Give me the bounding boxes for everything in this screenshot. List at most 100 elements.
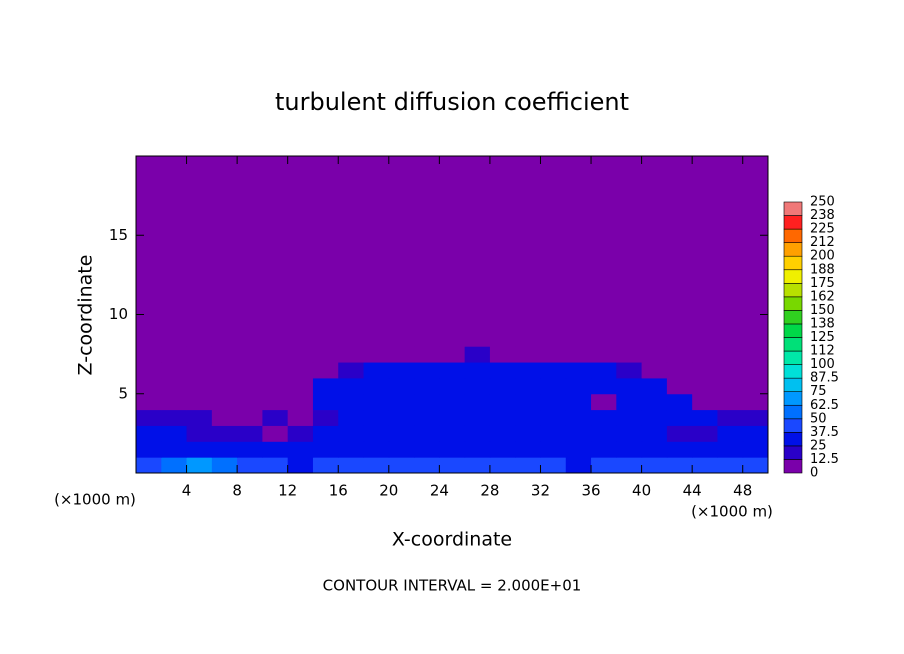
cell	[515, 156, 541, 347]
cell	[439, 457, 466, 474]
colorbar-swatch	[783, 432, 803, 447]
cell	[161, 441, 188, 458]
colorbar-label: 37.5	[810, 425, 839, 440]
x-tick-label: 8	[232, 482, 242, 500]
cell	[464, 377, 491, 395]
colorbar-swatch	[783, 391, 803, 406]
cell	[262, 156, 289, 347]
cell	[262, 346, 289, 363]
cell	[666, 377, 693, 395]
cell	[161, 425, 188, 442]
cell	[363, 393, 390, 411]
cell	[211, 346, 238, 363]
cell	[186, 377, 213, 395]
cell	[161, 393, 188, 411]
cell	[540, 441, 567, 458]
cell	[666, 425, 693, 442]
cell	[338, 409, 365, 426]
colorbar-swatch	[783, 377, 803, 392]
colorbar-label: 0	[810, 466, 818, 481]
colorbar-label: 125	[810, 330, 835, 345]
colorbar-swatch	[783, 418, 803, 433]
cell	[540, 346, 567, 363]
cell	[312, 409, 339, 426]
cell	[489, 393, 516, 411]
x-tick-label: 48	[733, 482, 752, 500]
cell	[540, 409, 567, 426]
cell	[666, 346, 693, 363]
cell	[161, 409, 188, 426]
cell	[515, 441, 541, 458]
cell	[414, 393, 440, 411]
cell	[717, 377, 744, 395]
cell	[186, 425, 213, 442]
cell	[186, 457, 213, 474]
cell	[439, 156, 466, 347]
cell	[312, 393, 339, 411]
cell	[312, 425, 339, 442]
cell	[641, 425, 668, 442]
cell	[161, 362, 188, 379]
cell	[262, 425, 289, 442]
cell	[388, 425, 415, 442]
cell	[692, 156, 718, 347]
cell	[262, 362, 289, 379]
cell	[439, 362, 466, 379]
cell	[717, 425, 744, 442]
cell	[363, 346, 390, 363]
cell	[363, 156, 390, 347]
cell	[742, 409, 769, 426]
cell	[262, 409, 289, 426]
cell	[439, 409, 466, 426]
cell	[312, 377, 339, 395]
cell	[414, 441, 440, 458]
cell	[515, 457, 541, 474]
cell	[338, 393, 365, 411]
cell	[414, 457, 440, 474]
cell	[237, 409, 263, 426]
cell	[540, 377, 567, 395]
cell	[565, 346, 592, 363]
colorbar-swatch	[783, 310, 803, 325]
cell	[211, 156, 238, 347]
cell	[591, 377, 617, 395]
cell	[692, 346, 718, 363]
cell	[237, 393, 263, 411]
cell	[312, 457, 339, 474]
cell	[565, 457, 592, 474]
cell	[388, 377, 415, 395]
chart-title: turbulent diffusion coefficient	[275, 88, 629, 116]
colorbar-label: 250	[810, 195, 835, 210]
cell	[540, 393, 567, 411]
cell	[464, 362, 491, 379]
colorbar-label: 12.5	[810, 452, 839, 467]
cell	[338, 346, 365, 363]
cell	[136, 457, 162, 474]
colorbar-label: 25	[810, 438, 827, 453]
annotation: CONTOUR INTERVAL = 2.000E+01	[323, 577, 582, 595]
cell	[388, 441, 415, 458]
cell	[439, 425, 466, 442]
cell	[338, 362, 365, 379]
cell	[616, 425, 643, 442]
cell	[489, 441, 516, 458]
cell	[692, 425, 718, 442]
colorbar-label: 162	[810, 289, 835, 304]
cell	[464, 393, 491, 411]
cell	[616, 409, 643, 426]
colorbar-swatch	[783, 255, 803, 271]
cell	[489, 346, 516, 363]
cell	[742, 393, 769, 411]
cell	[666, 362, 693, 379]
cell	[464, 441, 491, 458]
cell	[591, 346, 617, 363]
colorbar-swatch	[783, 459, 803, 474]
colorbar-label: 212	[810, 235, 835, 250]
cell	[414, 425, 440, 442]
cell	[692, 409, 718, 426]
x-tick-label: 16	[329, 482, 348, 500]
colorbar-label: 87.5	[810, 371, 839, 386]
cell	[363, 425, 390, 442]
cell	[388, 362, 415, 379]
